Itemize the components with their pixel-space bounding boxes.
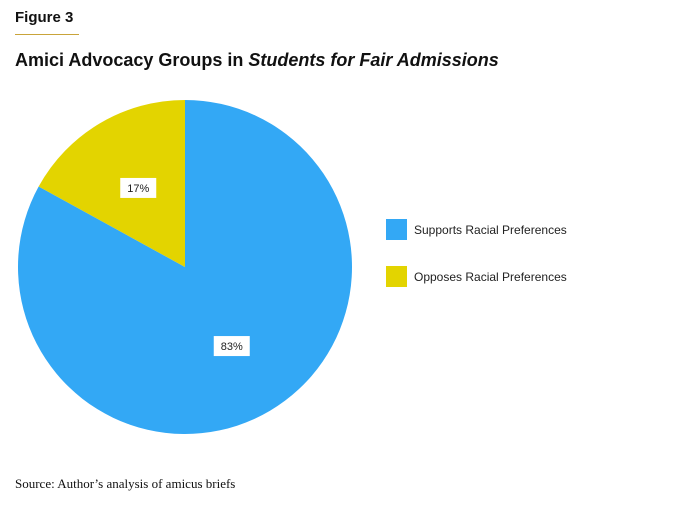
pie-label-box	[213, 336, 250, 357]
pie-label-supports: 83%	[213, 336, 250, 357]
source-note: Source: Author’s analysis of amicus brie…	[15, 476, 236, 491]
pie-slice-supports	[17, 100, 352, 434]
pie-label-text: 83%	[221, 341, 243, 353]
chart-title-main: Amici Advocacy Groups in	[15, 50, 249, 70]
figure-label: Figure 3	[15, 9, 74, 26]
pie-slice-opposes	[38, 100, 185, 267]
pie-label-opposes: 17%	[120, 177, 157, 198]
chart-title-italic: Students for Fair Admissions	[248, 50, 499, 70]
legend-label-supports: Supports Racial Preferences	[414, 222, 567, 237]
chart-title: Amici Advocacy Groups in Students for Fa…	[15, 50, 499, 71]
legend-label-opposes: Opposes Racial Preferences	[414, 269, 567, 284]
legend-swatch-supports	[386, 219, 407, 240]
pie-labels: 83% 17%	[120, 177, 250, 357]
pie-slices	[17, 100, 352, 434]
legend-item-opposes: Opposes Racial Preferences	[386, 266, 567, 287]
figure-label-underline	[15, 34, 79, 35]
pie-label-box	[120, 177, 157, 198]
legend-item-supports: Supports Racial Preferences	[386, 219, 567, 240]
legend-swatch-opposes	[386, 266, 407, 287]
pie-label-text: 17%	[127, 183, 149, 195]
